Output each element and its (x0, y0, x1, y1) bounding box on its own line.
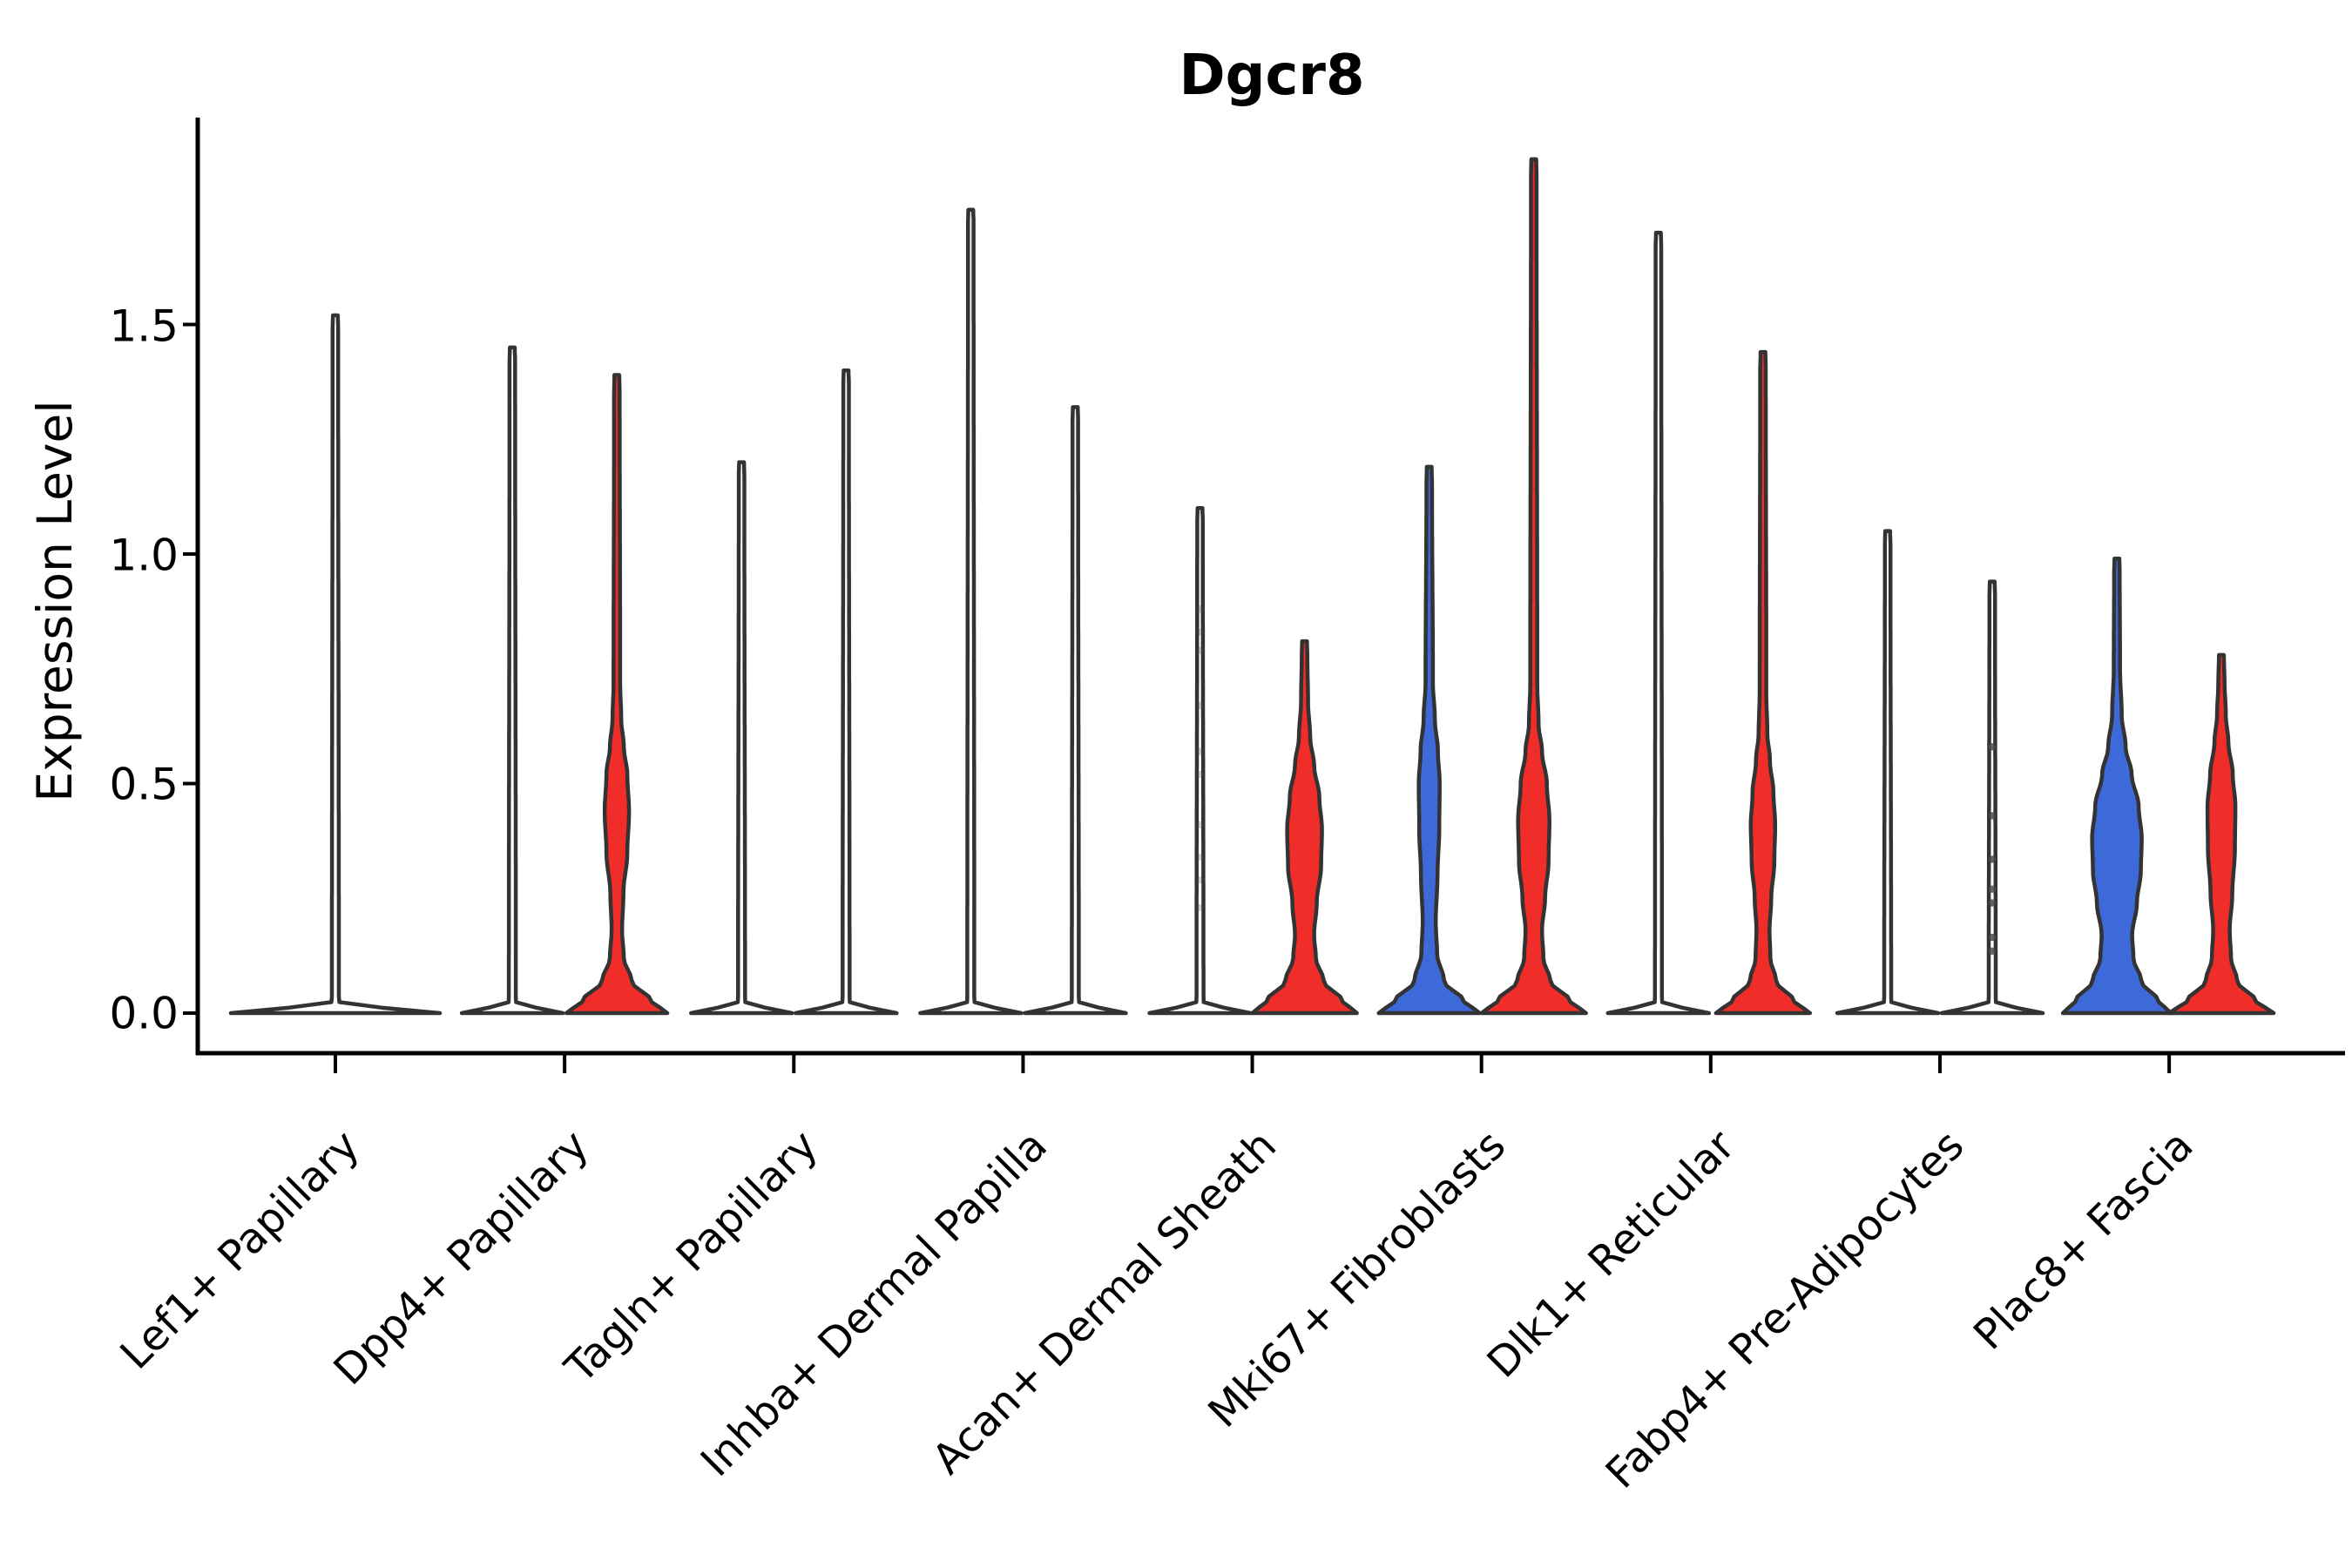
violin-dpp4-papillary-right (564, 373, 670, 1016)
cell-point-fabp4-pre-adipocytes-right (1988, 812, 1997, 820)
cell-point-acan-dermal-sheath-left (1196, 646, 1204, 654)
violin-mki67-fibroblasts-right (1479, 157, 1588, 1016)
x-tick-label-lef1-papillary: Lef1+ Papillary (112, 1121, 369, 1379)
cell-point-acan-dermal-sheath-left (1196, 701, 1204, 710)
x-tick-label-dlk1-reticular: Dlk1+ Reticular (1478, 1121, 1745, 1388)
violin-inhba-dermal-papilla-left (918, 207, 1024, 1016)
y-axis-label: Expression Level (27, 400, 83, 801)
violin-dlk1-reticular-left (1605, 230, 1712, 1016)
violin-tagln-papillary-left (689, 460, 794, 1016)
violin-inhba-dermal-papilla-right (1023, 405, 1128, 1016)
cell-point-acan-dermal-sheath-left (1196, 770, 1204, 779)
y-tick-label-1.5: 1.5 (109, 301, 179, 352)
cell-point-acan-dermal-sheath-left (1196, 903, 1204, 911)
cell-point-acan-dermal-sheath-left (1196, 605, 1204, 613)
y-tick-label-0.0: 0.0 (109, 989, 179, 1039)
cell-point-fabp4-pre-adipocytes-right (1988, 743, 1997, 751)
cell-point-acan-dermal-sheath-left (1196, 853, 1204, 862)
chart-title: Dgcr8 (1179, 44, 1365, 108)
violin-plac8-fascia-right (2166, 652, 2276, 1016)
cell-point-fabp4-pre-adipocytes-right (1988, 855, 1997, 863)
violin-dlk1-reticular-right (1713, 349, 1813, 1016)
y-tick-label-1.0: 1.0 (109, 531, 179, 581)
cell-point-fabp4-pre-adipocytes-right (1988, 933, 1997, 942)
cell-point-acan-dermal-sheath-left (1196, 747, 1204, 755)
violin-acan-dermal-sheath-left (1147, 506, 1253, 1016)
violin-tagln-papillary-right (794, 368, 899, 1016)
cell-point-fabp4-pre-adipocytes-right (1988, 947, 1997, 956)
cell-point-acan-dermal-sheath-left (1196, 875, 1204, 884)
cell-point-fabp4-pre-adipocytes-right (1988, 885, 1997, 893)
x-tick-label-plac8-fascia: Plac8+ Fascia (1964, 1121, 2203, 1360)
violin-lef1-papillary-center (228, 313, 443, 1016)
x-tick-label-dpp4-papillary: Dpp4+ Papillary (325, 1121, 598, 1395)
y-tick-label-0.5: 0.5 (109, 760, 179, 810)
violin-mki67-fibroblasts-left (1376, 464, 1482, 1016)
x-tick-label-tagln-papillary: Tagln+ Papillary (555, 1121, 827, 1393)
violin-fabp4-pre-adipocytes-right (1939, 579, 2045, 1016)
violin-dpp4-papillary-left (459, 345, 565, 1016)
violin-layer (228, 157, 2276, 1016)
cell-point-acan-dermal-sheath-left (1196, 628, 1204, 636)
violin-acan-dermal-sheath-right (1250, 639, 1359, 1016)
cell-point-acan-dermal-sheath-left (1196, 821, 1204, 829)
cell-point-fabp4-pre-adipocytes-right (1988, 899, 1997, 907)
violin-plac8-fascia-left (2060, 557, 2173, 1016)
violin-fabp4-pre-adipocytes-left (1835, 529, 1941, 1016)
